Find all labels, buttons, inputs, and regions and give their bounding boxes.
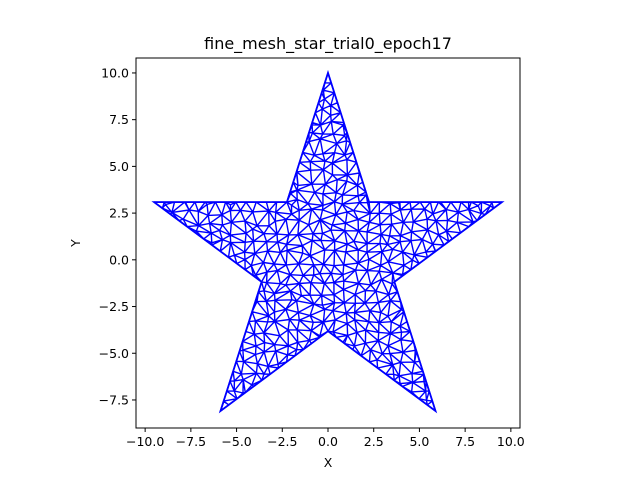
- y-axis-label: Y: [68, 239, 83, 248]
- x-tick-label: −5.0: [221, 434, 251, 449]
- x-tick-label: 10.0: [497, 434, 525, 449]
- star-outline: [151, 69, 505, 414]
- x-tick-label: −7.5: [176, 434, 206, 449]
- y-tick-label: −2.5: [99, 299, 129, 314]
- y-tick-label: 5.0: [109, 159, 129, 174]
- x-tick-label: −2.5: [267, 434, 297, 449]
- y-axis-ticks: −7.5 −5.0 −2.5 0.0 2.5 5.0 7.5 10.0: [99, 65, 136, 407]
- x-axis-label: X: [324, 455, 333, 470]
- mesh-edges: [153, 72, 503, 412]
- y-tick-label: −7.5: [99, 392, 129, 407]
- y-tick-label: 2.5: [109, 206, 129, 221]
- y-tick-label: 10.0: [101, 65, 129, 80]
- mesh-triangles: [153, 72, 503, 412]
- star-outline-group: [151, 69, 505, 414]
- x-tick-label: 0.0: [318, 434, 338, 449]
- x-tick-label: 5.0: [409, 434, 429, 449]
- x-tick-label: 2.5: [364, 434, 384, 449]
- x-tick-label: −10.0: [126, 434, 164, 449]
- x-tick-label: 7.5: [455, 434, 475, 449]
- chart-title: fine_mesh_star_trial0_epoch17: [204, 34, 452, 54]
- x-axis-ticks: −10.0 −7.5 −5.0 −2.5 0.0 2.5 5.0 7.5 10.0: [126, 428, 525, 449]
- y-tick-label: −5.0: [99, 346, 129, 361]
- y-tick-label: 0.0: [109, 252, 129, 267]
- y-tick-label: 7.5: [109, 112, 129, 127]
